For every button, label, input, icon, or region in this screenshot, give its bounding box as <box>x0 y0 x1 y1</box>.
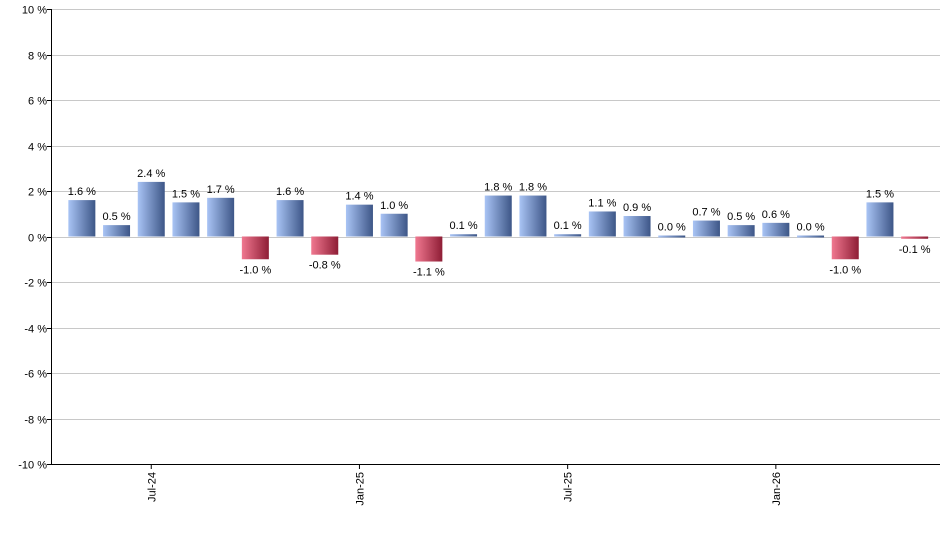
bar <box>658 235 686 238</box>
data-label: 0.5 % <box>102 211 130 223</box>
data-label: 1.5 % <box>866 188 894 200</box>
bar <box>241 236 269 260</box>
bar <box>588 211 616 237</box>
bar <box>554 234 582 237</box>
bar <box>797 235 825 238</box>
bar <box>484 195 512 237</box>
data-labels: 1.6 % 0.5 % 2.4 % 1.5 % 1.7 % -1.0 % 1.6 % -0.8… <box>68 168 931 279</box>
x-tick-label: Jul-25 <box>563 472 575 502</box>
bar <box>311 236 339 255</box>
x-axis: Jul-24 Jan-25 Jul-25 Jan-26 <box>51 464 940 506</box>
data-label: 1.8 % <box>484 182 512 194</box>
bar <box>68 200 96 237</box>
x-tick-label: Jan-26 <box>771 472 783 506</box>
data-label: 0.7 % <box>692 207 720 219</box>
data-label: 0.1 % <box>554 220 582 232</box>
y-tick-label: -2 % <box>24 278 47 290</box>
y-tick-label: 8 % <box>28 51 47 63</box>
bar <box>727 225 755 237</box>
bar <box>137 181 165 237</box>
bar <box>415 236 443 262</box>
data-label: 0.0 % <box>658 222 686 234</box>
bar <box>623 216 651 237</box>
data-label: 1.7 % <box>207 184 235 196</box>
bar <box>345 204 373 237</box>
bar <box>380 213 408 237</box>
data-label: 0.0 % <box>796 222 824 234</box>
x-tick-label: Jan-25 <box>354 472 366 506</box>
y-tick-label: 10 % <box>22 5 47 17</box>
data-label: -0.1 % <box>899 244 931 256</box>
data-label: -1.0 % <box>829 264 861 276</box>
bar <box>207 197 235 237</box>
bar <box>866 202 894 237</box>
data-label: 1.4 % <box>345 191 373 203</box>
bar <box>762 222 790 237</box>
data-label: -0.8 % <box>309 260 341 272</box>
data-label: 1.6 % <box>68 186 96 198</box>
y-tick-label: -10 % <box>18 460 47 472</box>
data-label: 0.1 % <box>449 220 477 232</box>
y-tick-label: -8 % <box>24 415 47 427</box>
data-label: 0.5 % <box>727 211 755 223</box>
bars <box>68 181 929 262</box>
x-tick-label: Jul-24 <box>146 472 158 502</box>
bar <box>692 220 720 237</box>
y-tick-label: -4 % <box>24 324 47 336</box>
bar <box>276 200 304 237</box>
data-label: 1.8 % <box>519 182 547 194</box>
bar <box>831 236 859 260</box>
data-label: 1.5 % <box>172 188 200 200</box>
data-label: 1.0 % <box>380 200 408 212</box>
y-axis: 10 % 8 % 6 % 4 % 2 % 0 % -2 % -4 % -6 % -8 % -10 % <box>18 5 52 472</box>
data-label: 1.6 % <box>276 186 304 198</box>
bar <box>172 202 200 237</box>
data-label: 2.4 % <box>137 168 165 180</box>
bar <box>901 236 929 239</box>
y-tick-label: 0 % <box>28 233 47 245</box>
bar <box>450 234 478 237</box>
y-tick-label: 4 % <box>28 142 47 154</box>
bar <box>519 195 547 237</box>
y-tick-label: 6 % <box>28 96 47 108</box>
data-label: -1.0 % <box>239 264 271 276</box>
data-label: -1.1 % <box>413 267 445 279</box>
data-label: 0.6 % <box>762 209 790 221</box>
data-label: 1.1 % <box>588 197 616 209</box>
y-tick-label: 2 % <box>28 187 47 199</box>
y-tick-label: -6 % <box>24 369 47 381</box>
bar <box>103 225 131 237</box>
data-label: 0.9 % <box>623 202 651 214</box>
